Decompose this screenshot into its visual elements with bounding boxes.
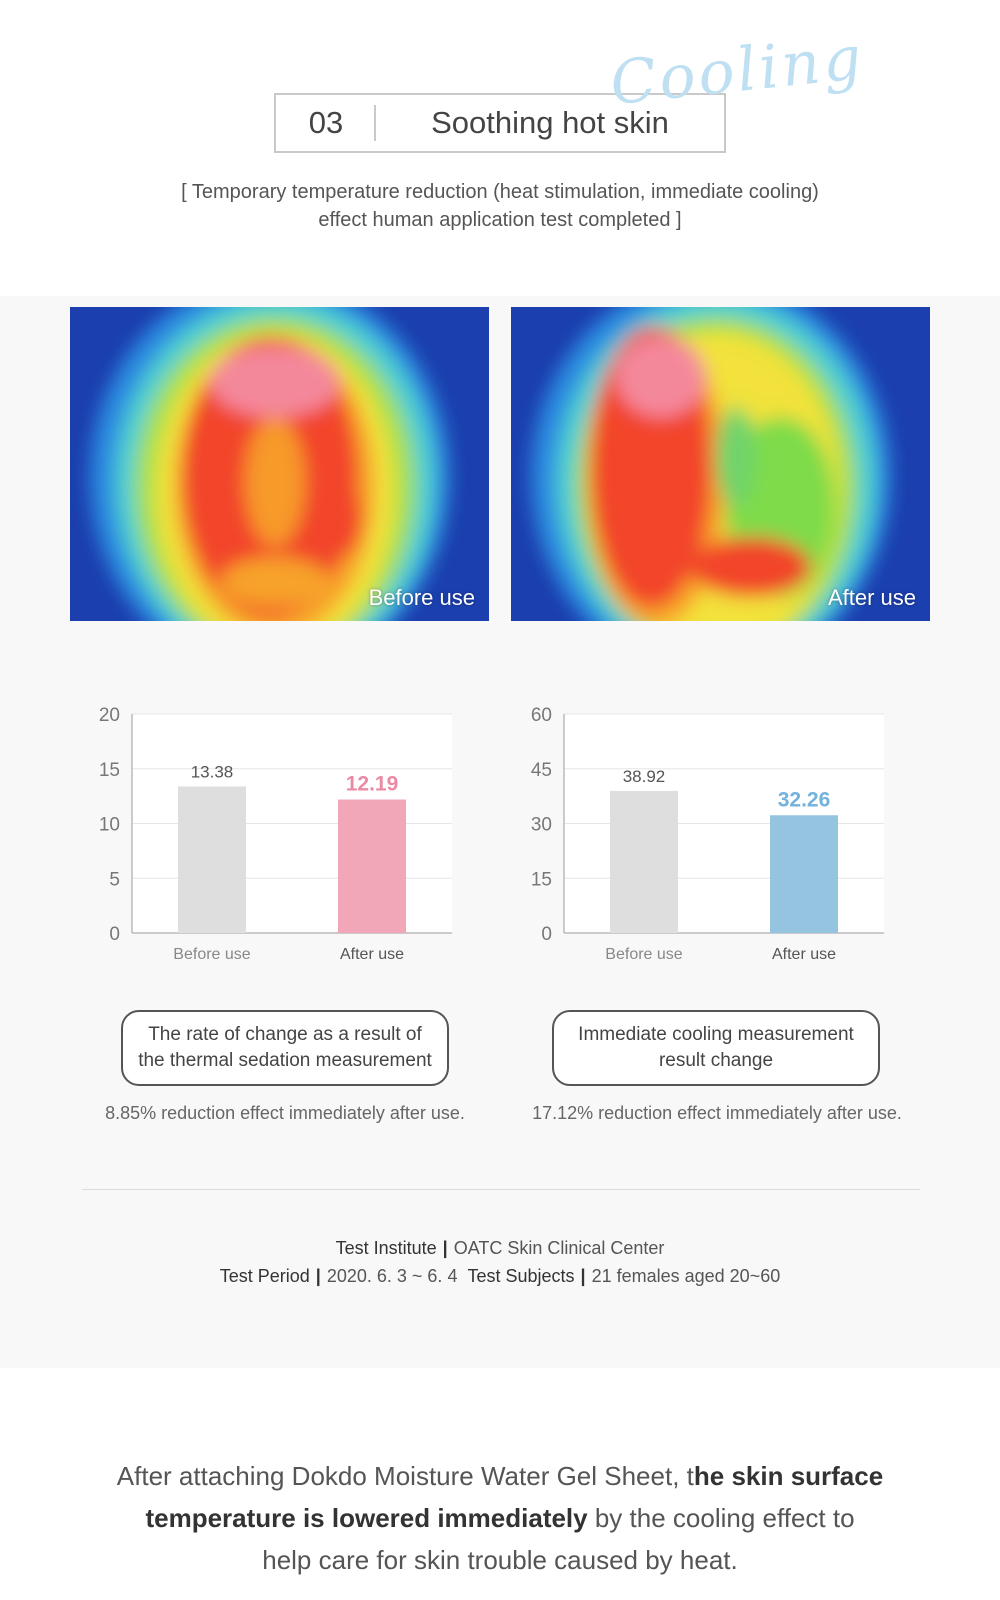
summary-part: by the cooling effect to xyxy=(587,1503,855,1533)
chart-thermal-sedation: 0 5 10 15 20 13.38 Before use 12.19 After use xyxy=(82,690,482,980)
caption-line: the thermal sedation measurement xyxy=(138,1050,432,1071)
thermal-image-after: After use xyxy=(511,307,930,621)
subtitle-line-2: effect human application test completed … xyxy=(318,209,682,231)
bar xyxy=(770,815,838,933)
y-tick-label: 15 xyxy=(99,760,120,781)
bar-chart-svg: 0 5 10 15 20 13.38 Before use 12.19 After use xyxy=(99,705,452,963)
caption-line: Immediate cooling measurement xyxy=(578,1024,854,1045)
data-label: 13.38 xyxy=(191,762,234,781)
test-institute-value: OATC Skin Clinical Center xyxy=(453,1238,665,1258)
y-tick-label: 0 xyxy=(541,924,552,945)
summary-text: After attaching Dokdo Moisture Water Gel… xyxy=(100,1455,900,1581)
test-period-line: Test Period | 2020. 6. 3 ~ 6. 4 Test Subje… xyxy=(0,1266,1000,1287)
header-section: 03 Soothing hot skin Cooling [ Temporary… xyxy=(0,0,1000,296)
x-tick-label: After use xyxy=(772,946,836,963)
summary-line-1: After attaching Dokdo Moisture Water Gel… xyxy=(100,1455,900,1497)
test-institute-key: Test Institute xyxy=(335,1238,437,1258)
section-subtitle: [ Temporary temperature reduction (heat … xyxy=(100,178,900,234)
x-tick-label: Before use xyxy=(173,946,250,963)
before-use-label: Before use xyxy=(368,585,475,610)
title-divider xyxy=(374,105,376,141)
right-reduction-text: 17.12% reduction effect immediately afte… xyxy=(532,1103,902,1123)
test-period-key: Test Period xyxy=(219,1266,310,1286)
info-separator: | xyxy=(442,1238,448,1258)
y-tick-label: 10 xyxy=(99,815,120,836)
cooling-script-text: Cooling xyxy=(607,22,868,120)
thermal-sedation-caption: The rate of change as a result of the th… xyxy=(121,1010,449,1086)
info-separator: | xyxy=(580,1266,586,1286)
x-tick-label: After use xyxy=(340,946,404,963)
y-tick-label: 45 xyxy=(531,760,552,781)
immediate-cooling-caption: Immediate cooling measurement result cha… xyxy=(552,1010,880,1086)
y-tick-label: 15 xyxy=(531,869,552,890)
section-number: 03 xyxy=(308,105,344,140)
test-period-value: 2020. 6. 3 ~ 6. 4 xyxy=(326,1266,458,1286)
after-use-label: After use xyxy=(827,585,916,610)
data-label: 12.19 xyxy=(346,773,399,796)
summary-line-3: help care for skin trouble caused by hea… xyxy=(262,1545,738,1575)
test-subjects-value: 21 females aged 20~60 xyxy=(591,1266,781,1286)
info-separator: | xyxy=(315,1266,321,1286)
summary-bold: temperature is lowered immediately xyxy=(145,1503,588,1533)
bar xyxy=(178,786,246,933)
section-title: Soothing hot skin xyxy=(431,105,669,140)
data-label: 32.26 xyxy=(778,788,831,811)
x-tick-label: Before use xyxy=(605,946,682,963)
y-tick-label: 30 xyxy=(531,815,552,836)
section-divider xyxy=(82,1189,920,1190)
y-tick-label: 0 xyxy=(109,924,120,945)
caption-line: result change xyxy=(658,1050,774,1071)
bar xyxy=(338,799,406,933)
caption-line: The rate of change as a result of xyxy=(148,1024,422,1045)
test-institute-line: Test Institute | OATC Skin Clinical Center xyxy=(0,1238,1000,1259)
subtitle-line-1: [ Temporary temperature reduction (heat … xyxy=(181,181,819,203)
bar xyxy=(610,790,678,933)
summary-part: After attaching Dokdo Moisture Water Gel… xyxy=(116,1461,694,1491)
section-title-box: 03 Soothing hot skin xyxy=(274,93,726,153)
y-tick-label: 60 xyxy=(531,705,552,726)
summary-bold: he skin surface xyxy=(693,1461,884,1491)
bar-chart-svg: 0 15 30 45 60 38.92 Before use 32.26 After use xyxy=(531,705,884,963)
thermal-image-before: Before use xyxy=(70,307,489,621)
chart-immediate-cooling: 0 15 30 45 60 38.92 Before use 32.26 After use xyxy=(514,690,914,980)
y-tick-label: 5 xyxy=(109,869,120,890)
y-tick-label: 20 xyxy=(99,705,120,726)
test-subjects-key: Test Subjects xyxy=(467,1266,575,1286)
data-label: 38.92 xyxy=(623,767,666,786)
left-reduction-text: 8.85% reduction effect immediately after… xyxy=(105,1103,465,1123)
summary-line-2: temperature is lowered immediately by th… xyxy=(100,1497,900,1539)
